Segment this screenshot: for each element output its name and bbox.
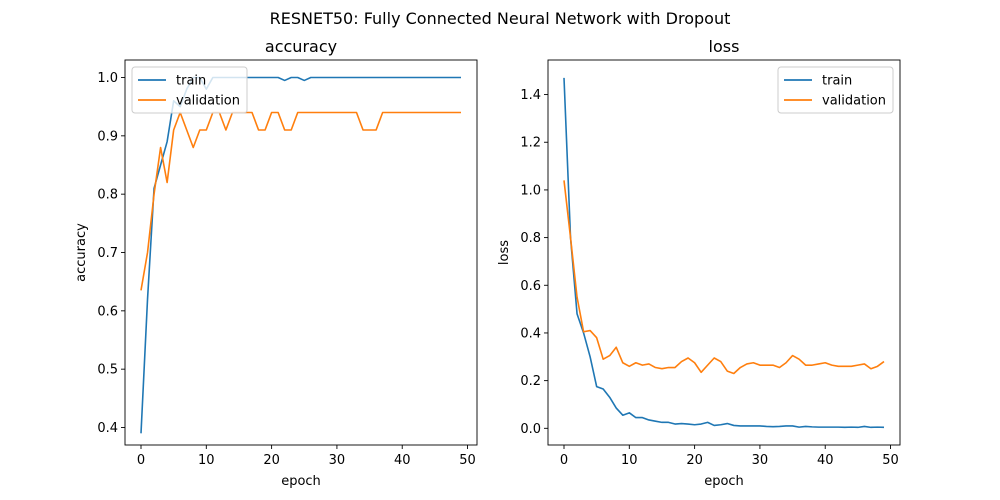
plot1-x-tick-label: 0 — [560, 453, 568, 468]
accuracy-plot: accuracy 0 10 20 30 40 50 0.4 0.5 0.6 0.7 0.8 0.9 1.0… — [74, 37, 478, 489]
plot0-x-tick-label: 40 — [394, 453, 411, 468]
plot1-y-tick-label: 1.0 — [520, 183, 541, 198]
plot1-x-axis-label: epoch — [704, 474, 744, 489]
plot0-x-tick-label: 0 — [137, 453, 145, 468]
plot1-series-line-validation — [563, 180, 885, 375]
plot1-y-tick-label: 0.6 — [520, 279, 541, 294]
plot1-y-tick-label: 1.2 — [520, 136, 541, 151]
plot1-x-tick-label: 30 — [752, 453, 769, 468]
plot0-x-tick-label: 50 — [459, 453, 476, 468]
plot0-title: accuracy — [265, 37, 337, 56]
plot1-y-tick-label: 0.0 — [520, 422, 541, 437]
plot1-x-tick-label: 20 — [686, 453, 703, 468]
plot0-y-tick-label: 0.6 — [97, 304, 118, 319]
loss-plot: loss 0 10 20 30 40 50 0.0 0.2 0.4 0.6 0.8 1.0 1.2 1.4 e… — [497, 37, 901, 489]
plot1-axes-frame — [547, 59, 901, 446]
plot0-legend-box — [131, 66, 248, 114]
plot1-legend-label-train: train — [822, 74, 852, 89]
plot0-y-tick-label: 0.9 — [97, 129, 118, 144]
plot1-x-tick-label: 40 — [817, 453, 834, 468]
plot0-x-tick-label: 10 — [198, 453, 215, 468]
plot0-series-line-train — [140, 76, 461, 434]
plot1-series-line-train — [563, 77, 885, 429]
plot0-x-tick-label: 20 — [263, 453, 280, 468]
plot0-series-line-validation — [140, 111, 461, 291]
plot0-x-tick-label: 30 — [329, 453, 346, 468]
plot1-y-tick-label: 1.4 — [520, 88, 541, 103]
plot0-y-tick-label: 0.4 — [97, 421, 118, 436]
plot0-legend-label-train: train — [176, 74, 206, 89]
plot0-y-tick-label: 1.0 — [97, 71, 118, 86]
plot1-title: loss — [709, 37, 740, 56]
plot0-y-tick-label: 0.8 — [97, 188, 118, 203]
plot1-y-tick-label: 0.8 — [520, 231, 541, 246]
plot1-y-tick-label: 0.2 — [520, 374, 541, 389]
plot1-x-tick-label: 50 — [882, 453, 899, 468]
plot0-y-tick-label: 0.7 — [97, 246, 118, 261]
plot1-y-tick-label: 0.4 — [520, 326, 541, 341]
plot1-x-tick-label: 10 — [621, 453, 638, 468]
plot0-x-axis-label: epoch — [281, 474, 321, 489]
plot0-y-tick-label: 0.5 — [97, 363, 118, 378]
plot1-legend: train validation — [777, 66, 894, 114]
plot1-legend-box — [777, 66, 894, 114]
plot1-y-axis-label: loss — [497, 240, 512, 265]
figure-title: RESNET50: Fully Connected Neural Network… — [270, 9, 731, 28]
plot0-y-axis-label: accuracy — [74, 223, 89, 282]
plot0-legend-label-validation: validation — [176, 94, 240, 109]
plot1-legend-label-validation: validation — [822, 94, 886, 109]
plot0-legend: train validation — [131, 66, 248, 114]
